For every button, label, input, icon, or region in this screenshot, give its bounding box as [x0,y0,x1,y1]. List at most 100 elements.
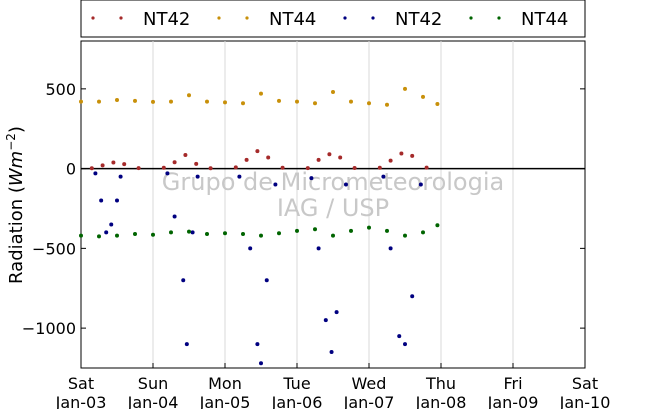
point-s0-17 [327,152,332,157]
point-s2-5 [118,174,123,179]
point-s0-21 [388,158,393,163]
x-tick-day-6: Fri [503,374,522,393]
point-s0-9 [208,166,213,171]
point-s2-13 [248,246,253,251]
point-s0-4 [136,166,141,171]
legend-marker-3 [469,16,473,20]
legend-marker-1 [217,16,221,20]
point-s0-23 [410,153,415,158]
point-s1-13 [313,101,317,106]
point-s2-11 [195,174,200,179]
y-tick-label-0: 500 [45,80,76,99]
point-s2-0 [93,171,98,176]
point-s0-14 [280,165,285,170]
point-s1-11 [277,98,281,103]
point-s1-15 [349,99,353,104]
point-s0-6 [172,160,177,165]
plot-area [80,40,586,369]
x-tick-date-5: Jan-08 [415,393,467,409]
point-s3-17 [385,228,389,233]
point-s2-20 [323,318,328,323]
point-s2-26 [397,334,402,339]
point-s1-18 [403,86,407,91]
point-s1-7 [205,99,209,104]
point-s3-19 [421,230,425,235]
legend-label-2: NT42 [395,9,442,30]
point-s2-3 [109,222,114,227]
point-s3-11 [277,231,281,236]
point-s3-4 [151,232,155,237]
point-s1-2 [115,98,119,103]
data-points [79,86,440,366]
x-tick-date-4: Jan-07 [343,393,395,409]
y-tick-label-2: −500 [32,239,76,258]
point-s2-14 [255,342,260,347]
point-s3-14 [331,233,335,238]
point-s0-2 [111,160,116,165]
point-s2-15 [259,361,263,366]
point-s0-24 [424,165,429,170]
point-s1-8 [223,100,227,105]
point-s1-14 [331,90,335,95]
point-s3-9 [241,232,245,237]
point-s0-3 [122,162,127,167]
point-s0-22 [399,151,404,156]
point-s3-5 [169,230,173,235]
point-s1-3 [133,98,137,103]
legend-label-3: NT44 [521,9,568,30]
point-s1-0 [79,99,83,104]
point-s2-17 [273,182,278,187]
point-s0-10 [233,165,238,170]
point-s2-22 [334,310,339,315]
x-axis-ticks: SatJan-03SunJan-04MonJan-05TueJan-06WedJ… [55,363,610,409]
point-s2-16 [264,278,269,283]
point-s3-8 [223,231,227,236]
y-tick-label-1: 0 [66,160,76,179]
point-s1-17 [385,102,389,107]
point-s3-1 [97,234,101,239]
point-s0-12 [255,149,260,154]
point-s2-27 [403,342,407,347]
x-tick-day-1: Sun [138,374,168,393]
point-s2-23 [343,182,348,187]
point-s3-7 [205,232,209,237]
x-tick-day-4: Wed [352,374,387,393]
point-s3-0 [79,233,83,238]
point-s0-7 [183,153,188,158]
watermark: Grupo de Micrometeorologia IAG / USP [162,168,504,222]
x-tick-day-0: Sat [68,374,94,393]
point-s3-10 [259,233,263,238]
point-s3-3 [133,232,137,237]
point-s2-8 [181,278,186,283]
x-tick-date-3: Jan-06 [271,393,323,409]
point-s2-29 [418,182,423,187]
x-tick-date-6: Jan-09 [487,393,539,409]
point-s0-1 [100,163,105,168]
point-s3-12 [295,228,299,233]
point-s2-2 [104,230,109,235]
point-s0-5 [161,165,166,170]
point-s0-16 [316,157,321,162]
point-s1-16 [367,101,371,106]
point-s1-9 [241,101,245,106]
point-s2-21 [329,350,334,355]
x-tick-date-2: Jan-05 [199,393,251,409]
x-tick-day-2: Mon [208,374,242,393]
legend-marker-b-2 [371,16,375,20]
point-s0-20 [377,165,382,170]
point-s0-13 [266,155,271,160]
x-tick-day-7: Sat [572,374,598,393]
point-s1-19 [421,94,425,99]
grid-lines [81,41,585,368]
point-s2-1 [99,198,104,203]
legend-marker-2 [343,16,347,20]
point-s2-28 [410,294,415,299]
point-s1-12 [295,99,299,104]
watermark-line-2: IAG / USP [277,194,389,222]
legend-marker-b-0 [119,16,123,20]
point-s1-4 [151,99,155,104]
point-s3-20 [435,223,440,228]
point-s2-7 [172,214,177,219]
point-s0-15 [305,166,310,171]
